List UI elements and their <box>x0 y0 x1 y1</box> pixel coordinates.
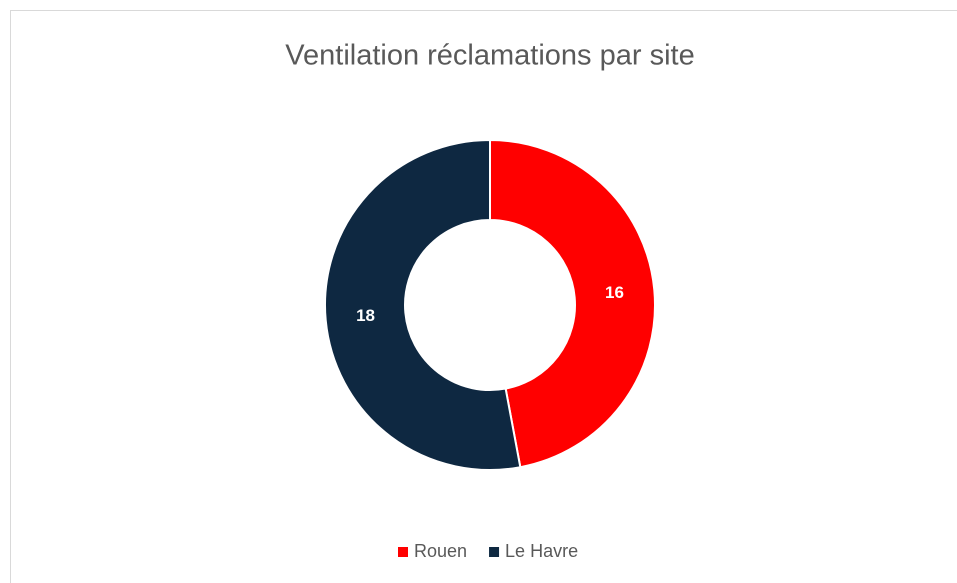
legend-swatch <box>489 547 500 557</box>
data-label: 16 <box>605 283 624 302</box>
donut-segment <box>324 138 522 471</box>
data-label: 18 <box>356 306 375 325</box>
chart-title: Ventilation réclamations par site <box>285 40 694 72</box>
chart-frame <box>10 10 957 583</box>
donut-segment <box>489 138 656 469</box>
legend-swatch <box>398 547 408 557</box>
legend-label: Rouen <box>414 541 467 561</box>
legend-label: Le Havre <box>505 541 578 561</box>
